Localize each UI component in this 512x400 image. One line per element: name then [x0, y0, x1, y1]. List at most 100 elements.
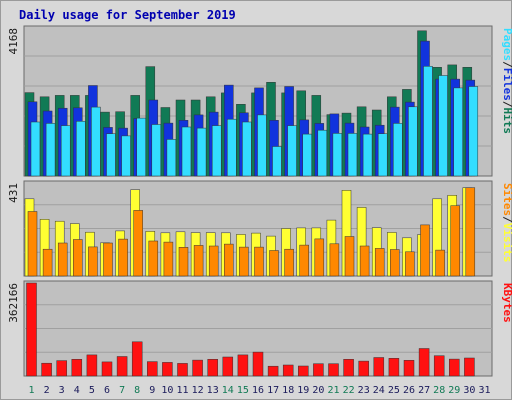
- bar-pages-day-16: [257, 114, 267, 177]
- bar-kbytes-day-22: [343, 359, 354, 377]
- bar-kbytes-day-21: [328, 363, 339, 377]
- x-tick-label-day-11: 11: [176, 385, 188, 396]
- panel-visits-sites-legend-label: Sites/Visits: [501, 183, 512, 263]
- bar-pages-day-27: [423, 66, 433, 177]
- legend-part: /: [501, 61, 512, 68]
- bar-kbytes-day-13: [207, 359, 218, 377]
- x-tick-label-day-16: 16: [252, 385, 264, 396]
- x-tick-label-day-20: 20: [312, 385, 324, 396]
- bar-pages-day-6: [106, 133, 116, 177]
- bar-sites-day-2: [42, 248, 53, 277]
- bar-kbytes-day-17: [267, 365, 279, 377]
- bar-sites-day-26: [405, 251, 415, 277]
- bar-sites-day-10: [163, 241, 174, 277]
- x-tick-label-day-6: 6: [104, 385, 110, 396]
- x-tick-label-day-9: 9: [149, 385, 155, 396]
- bar-kbytes-day-15: [237, 354, 249, 377]
- bar-pages-day-13: [211, 125, 222, 177]
- chart-title: Daily usage for September 2019: [19, 8, 236, 22]
- x-tick-label-day-27: 27: [418, 385, 430, 396]
- bar-pages-day-10: [166, 139, 177, 177]
- legend-part: KBytes: [501, 283, 512, 323]
- bar-kbytes-day-4: [71, 359, 83, 377]
- bar-pages-day-20: [317, 129, 328, 177]
- x-tick-label-day-14: 14: [222, 385, 234, 396]
- x-tick-label-day-5: 5: [89, 385, 95, 396]
- bar-kbytes-day-7: [116, 356, 128, 377]
- x-tick-label-day-24: 24: [373, 385, 385, 396]
- bar-sites-day-13: [208, 245, 219, 277]
- bar-kbytes-day-9: [147, 361, 158, 377]
- legend-part: Hits: [501, 108, 512, 135]
- bar-sites-day-25: [390, 249, 400, 277]
- bar-kbytes-day-28: [433, 355, 445, 377]
- bar-kbytes-day-3: [56, 360, 67, 377]
- x-tick-label-day-23: 23: [358, 385, 370, 396]
- x-tick-label-day-25: 25: [388, 385, 400, 396]
- bar-kbytes-day-5: [86, 354, 98, 377]
- bar-sites-day-30: [465, 187, 476, 277]
- x-tick-label-day-10: 10: [161, 385, 173, 396]
- panel-kbytes-max-label: 362166: [7, 283, 20, 323]
- bar-pages-day-25: [393, 123, 403, 177]
- bar-kbytes-day-25: [388, 358, 400, 377]
- bar-sites-day-8: [133, 210, 143, 277]
- bar-pages-day-18: [287, 125, 297, 177]
- panel-visits-sites-max-label: 431: [7, 183, 20, 203]
- x-tick-label-day-18: 18: [282, 385, 294, 396]
- legend-part: Files: [501, 68, 512, 101]
- x-tick-label-day-15: 15: [237, 385, 249, 396]
- bar-kbytes-day-30: [464, 357, 475, 377]
- bar-pages-day-9: [151, 124, 162, 177]
- x-tick-label-day-4: 4: [74, 385, 80, 396]
- x-tick-label-day-31: 31: [478, 385, 490, 396]
- x-tick-label-day-1: 1: [28, 385, 34, 396]
- bar-pages-day-5: [91, 106, 101, 177]
- bar-sites-day-1: [27, 211, 38, 277]
- bar-pages-day-4: [76, 121, 86, 177]
- bar-pages-day-14: [227, 118, 237, 177]
- bar-kbytes-day-20: [313, 363, 324, 377]
- x-tick-label-day-17: 17: [267, 385, 279, 396]
- bar-sites-day-23: [359, 245, 370, 277]
- bar-pages-day-21: [332, 133, 343, 177]
- x-tick-label-day-26: 26: [403, 385, 415, 396]
- bar-kbytes-day-18: [282, 364, 294, 377]
- bar-kbytes-day-11: [177, 363, 188, 377]
- bar-sites-day-16: [254, 246, 264, 277]
- bar-sites-day-17: [269, 250, 279, 277]
- x-tick-label-day-19: 19: [297, 385, 309, 396]
- bar-pages-day-26: [408, 106, 418, 177]
- legend-part: Visits: [501, 223, 512, 263]
- x-tick-label-day-22: 22: [343, 385, 355, 396]
- legend-part: /: [501, 101, 512, 108]
- bar-sites-day-6: [103, 242, 113, 277]
- bar-sites-day-3: [57, 242, 68, 277]
- bar-sites-day-9: [148, 240, 159, 277]
- x-tick-label-day-3: 3: [59, 385, 65, 396]
- legend-part: Pages: [501, 28, 512, 61]
- bar-pages-day-17: [272, 146, 282, 177]
- bar-pages-day-7: [121, 135, 131, 177]
- bar-kbytes-day-26: [403, 360, 415, 377]
- panel-hits-files-pages-max-label: 4168: [7, 28, 20, 55]
- bar-kbytes-day-10: [162, 362, 173, 377]
- bar-sites-day-20: [314, 238, 325, 277]
- bar-sites-day-11: [178, 247, 189, 277]
- x-tick-label-day-2: 2: [44, 385, 50, 396]
- bar-kbytes-day-23: [358, 360, 369, 377]
- bar-pages-day-12: [196, 127, 207, 177]
- bar-sites-day-19: [299, 244, 309, 277]
- bar-pages-day-19: [302, 133, 312, 177]
- bar-kbytes-day-16: [252, 351, 264, 377]
- bar-pages-day-22: [347, 133, 358, 177]
- bar-pages-day-8: [136, 117, 146, 177]
- bar-sites-day-27: [420, 224, 430, 277]
- bar-sites-day-22: [344, 236, 355, 277]
- x-tick-label-day-30: 30: [463, 385, 475, 396]
- x-tick-label-day-29: 29: [448, 385, 460, 396]
- bar-sites-day-28: [435, 249, 445, 277]
- x-tick-label-day-7: 7: [119, 385, 125, 396]
- bar-sites-day-18: [284, 248, 294, 277]
- bar-kbytes-day-1: [26, 282, 37, 377]
